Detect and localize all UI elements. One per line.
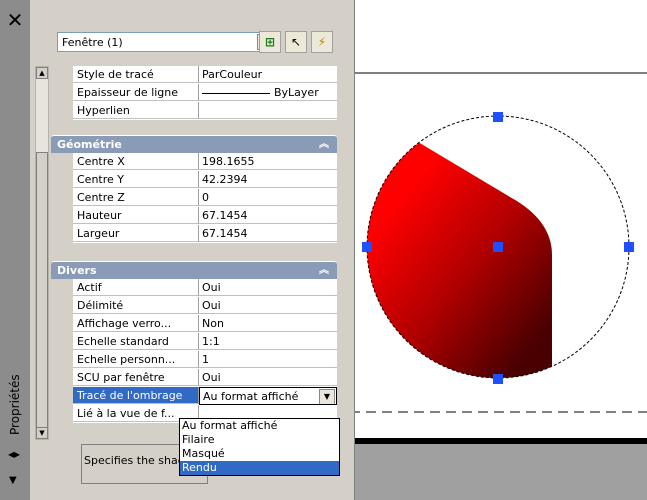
grip-center — [493, 242, 503, 252]
palette-menu-icon[interactable]: ▼ — [9, 475, 17, 486]
property-value[interactable]: Non — [199, 315, 337, 332]
grip-top — [493, 112, 503, 122]
property-row[interactable]: Affichage verro... Non — [51, 315, 337, 333]
autohide-icon[interactable]: ◂▸ — [8, 447, 21, 461]
property-label: Echelle personn... — [73, 351, 199, 368]
lineweight-sample — [202, 92, 270, 94]
dropdown-option[interactable]: Masqué — [182, 447, 225, 460]
shade-plot-select[interactable]: Au format affiché ▼ — [199, 387, 337, 405]
property-label: Actif — [73, 279, 199, 296]
close-icon[interactable]: ✕ — [6, 8, 24, 32]
property-row[interactable]: Echelle standard 1:1 — [51, 333, 337, 351]
property-row-shade-plot[interactable]: Tracé de l'ombrage Au format affiché ▼ — [51, 387, 337, 405]
property-value[interactable]: ByLayer — [199, 84, 337, 101]
collapse-icon[interactable]: ︽ — [319, 139, 329, 150]
property-row[interactable]: Largeur 67.1454 — [51, 225, 337, 243]
dropdown-option-selected[interactable]: Rendu — [180, 461, 339, 475]
property-value[interactable]: 198.1655 — [199, 153, 337, 170]
property-label: Centre Z — [73, 189, 199, 206]
quick-select-button[interactable]: ⚡ — [311, 31, 333, 53]
property-value[interactable]: 1 — [199, 351, 337, 368]
property-label: Lié à la vue de f... — [73, 405, 199, 422]
property-label: Centre Y — [73, 171, 199, 188]
shade-plot-dropdown-list[interactable]: Au format affiché Filaire Masqué Rendu — [179, 418, 340, 476]
select-objects-icon: ↖ — [290, 35, 302, 49]
property-row[interactable]: Epaisseur de ligne ByLayer — [51, 84, 337, 102]
property-value[interactable]: 67.1454 — [199, 225, 337, 242]
palette-content: Fenêtre (1) ▼ ⊞ ↖ ⚡ ▲ ▼ Style de tracé P… — [30, 0, 354, 500]
object-selector[interactable]: Fenêtre (1) ▼ — [57, 32, 275, 52]
property-label: Style de tracé — [73, 66, 199, 83]
property-value[interactable]: ParCouleur — [199, 66, 337, 83]
property-value[interactable]: Oui — [199, 297, 337, 314]
property-label: Hyperlien — [73, 102, 199, 119]
property-value[interactable]: 42.2394 — [199, 171, 337, 188]
property-value[interactable]: Oui — [199, 279, 337, 296]
dropdown-option[interactable]: Filaire — [182, 433, 215, 446]
property-label: Affichage verro... — [73, 315, 199, 332]
geometry-section: Géométrie ︽ Centre X 198.1655 Centre Y 4… — [51, 135, 337, 243]
property-row[interactable]: Hauteur 67.1454 — [51, 207, 337, 225]
property-row[interactable]: Délimité Oui — [51, 297, 337, 315]
grip-bottom — [493, 374, 503, 384]
misc-section: Divers ︽ Actif Oui Délimité Oui Affichag… — [51, 261, 337, 423]
general-properties: Style de tracé ParCouleur Epaisseur de l… — [51, 66, 337, 120]
scroll-thumb[interactable] — [36, 152, 48, 432]
property-value[interactable]: 1:1 — [199, 333, 337, 350]
property-row[interactable]: Centre Z 0 — [51, 189, 337, 207]
layout-gray-area — [350, 444, 647, 500]
property-row[interactable]: Centre Y 42.2394 — [51, 171, 337, 189]
section-title: Géométrie — [57, 138, 122, 151]
property-value[interactable]: Oui — [199, 369, 337, 386]
property-row[interactable]: Hyperlien — [51, 102, 337, 120]
lineweight-text: ByLayer — [274, 86, 319, 99]
scroll-up-arrow-icon[interactable]: ▲ — [36, 67, 48, 79]
palette-title: Propriétés — [8, 374, 22, 435]
property-value[interactable]: 67.1454 — [199, 207, 337, 224]
grip-left — [362, 242, 372, 252]
property-label: SCU par fenêtre — [73, 369, 199, 386]
property-value[interactable]: 0 — [199, 189, 337, 206]
property-row[interactable]: SCU par fenêtre Oui — [51, 369, 337, 387]
shade-plot-value: Au format affiché — [203, 390, 299, 403]
property-label: Hauteur — [73, 207, 199, 224]
collapse-icon[interactable]: ︽ — [319, 265, 329, 276]
property-row[interactable]: Echelle personn... 1 — [51, 351, 337, 369]
pickadd-icon: ⊞ — [264, 35, 276, 49]
object-selector-value: Fenêtre (1) — [62, 36, 123, 49]
select-objects-button[interactable]: ↖ — [285, 31, 307, 53]
section-header-misc[interactable]: Divers ︽ — [51, 261, 337, 279]
toggle-pickadd-button[interactable]: ⊞ — [259, 31, 281, 53]
grip-right — [624, 242, 634, 252]
property-row[interactable]: Style de tracé ParCouleur — [51, 66, 337, 84]
scroll-down-arrow-icon[interactable]: ▼ — [36, 427, 48, 439]
dropdown-option[interactable]: Au format affiché — [182, 419, 278, 432]
section-header-geometry[interactable]: Géométrie ︽ — [51, 135, 337, 153]
layout-border-bottom — [350, 438, 647, 444]
property-row[interactable]: Actif Oui — [51, 279, 337, 297]
property-label: Echelle standard — [73, 333, 199, 350]
property-label: Epaisseur de ligne — [73, 84, 199, 101]
property-label: Tracé de l'ombrage — [73, 387, 199, 404]
chevron-down-icon[interactable]: ▼ — [319, 389, 335, 404]
quick-select-icon: ⚡ — [317, 35, 327, 49]
property-value[interactable] — [199, 102, 337, 119]
property-label: Largeur — [73, 225, 199, 242]
section-title: Divers — [57, 264, 97, 277]
palette-scrollbar[interactable]: ▲ ▼ — [35, 66, 49, 440]
property-row[interactable]: Centre X 198.1655 — [51, 153, 337, 171]
property-label: Centre X — [73, 153, 199, 170]
shaded-solid — [367, 142, 552, 378]
palette-title-strip: ✕ Propriétés ◂▸ ▼ — [0, 0, 30, 500]
properties-palette: ✕ Propriétés ◂▸ ▼ Fenêtre (1) ▼ ⊞ ↖ ⚡ ▲ … — [0, 0, 355, 500]
property-label: Délimité — [73, 297, 199, 314]
